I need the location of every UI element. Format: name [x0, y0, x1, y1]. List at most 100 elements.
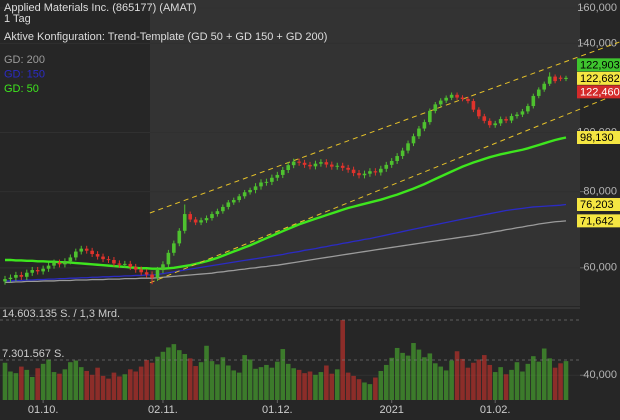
candle-body: [188, 214, 192, 220]
candle-body: [455, 94, 459, 98]
candle-body: [41, 268, 45, 272]
volume-bar: [525, 363, 531, 400]
candle-body: [395, 156, 399, 162]
candle-body: [3, 279, 7, 282]
price-label: 122,903: [580, 59, 620, 71]
volume-bar: [84, 370, 89, 400]
candle-body: [362, 173, 367, 176]
volume-bar: [531, 356, 536, 400]
volume-bar: [160, 351, 166, 400]
candle-body: [166, 252, 171, 265]
price-label: 122,460: [580, 86, 620, 98]
volume-bar: [400, 352, 405, 400]
volume-bar: [264, 364, 269, 400]
volume-bar: [383, 364, 389, 400]
volume-bar: [117, 376, 122, 400]
candle-body: [204, 218, 209, 221]
candle-body: [30, 270, 35, 273]
volume-bar: [558, 363, 563, 400]
legend-entry: GD: 50: [4, 83, 39, 95]
candle-body: [433, 104, 438, 111]
candle-body: [155, 270, 160, 278]
price-label-box: [577, 71, 620, 85]
candle-body: [428, 110, 432, 123]
volume-bar: [62, 369, 68, 400]
candle-body: [438, 100, 443, 105]
volume-bar: [204, 345, 209, 400]
x-tick-label: 01.12.: [262, 404, 293, 416]
candle-body: [357, 173, 361, 176]
candle-body: [275, 174, 280, 178]
price-label-box: [577, 85, 620, 99]
candle-body: [177, 230, 182, 244]
volume-bar: [275, 361, 280, 400]
candle-body: [542, 83, 547, 90]
volume-bar: [432, 363, 438, 400]
volume-bar: [29, 376, 35, 400]
volume-bar: [536, 361, 542, 400]
price-label-box: [577, 214, 620, 228]
candle-body: [466, 98, 470, 102]
candle-body: [199, 220, 203, 223]
volume-bar: [122, 374, 128, 400]
y-tick-label: 140,000: [577, 37, 617, 49]
price-label: 98,130: [580, 132, 614, 144]
price-label-box: [577, 197, 620, 211]
candle-body: [95, 254, 100, 257]
volume-bar: [378, 370, 384, 400]
candle-body: [101, 256, 105, 260]
volume-bar: [242, 355, 247, 400]
volume-bar: [226, 365, 231, 400]
volume-bar: [106, 378, 111, 400]
candle-body: [400, 150, 405, 157]
volume-bar: [454, 351, 460, 400]
volume-tick-label: 14.603.135 S. / 1,3 Mrd.: [2, 308, 120, 320]
candle-body: [264, 181, 269, 183]
candle-body: [471, 101, 476, 110]
volume-bar: [187, 358, 193, 400]
volume-bar: [438, 366, 444, 400]
candle-body: [128, 263, 133, 267]
volume-bar: [324, 365, 329, 400]
candle-body: [504, 119, 508, 121]
volume-bar: [367, 384, 373, 400]
volume-bar: [269, 367, 275, 400]
volume-bar: [89, 374, 95, 400]
volume-bar: [68, 362, 73, 400]
volume-bar: [296, 369, 302, 400]
legend-entry: GD: 200: [4, 54, 45, 66]
y-tick-label: 80,000: [583, 186, 617, 198]
trend-line: [149, 41, 620, 214]
volume-bar: [171, 344, 177, 400]
candle-body: [373, 171, 378, 173]
candle-body: [520, 111, 525, 115]
volume-bar: [334, 369, 340, 400]
candle-body: [237, 196, 242, 201]
candle-body: [172, 243, 176, 253]
volume-bar: [35, 368, 40, 400]
candle-body: [444, 97, 448, 101]
price-label-box: [577, 58, 620, 72]
volume-bar: [46, 359, 51, 400]
candle-body: [150, 274, 154, 278]
volume-bar: [220, 357, 226, 400]
volume-bar: [51, 372, 57, 400]
volume-bar: [307, 371, 313, 400]
candle-body: [449, 94, 454, 98]
volume-bar: [471, 362, 476, 400]
price-label: 122,682: [580, 73, 620, 85]
candle-body: [68, 257, 73, 262]
volume-bar: [356, 379, 362, 400]
candle-body: [14, 274, 18, 278]
volume-bar: [487, 364, 493, 400]
candle-body: [57, 262, 62, 265]
volume-bar: [547, 358, 552, 400]
volume-bar: [405, 355, 411, 400]
candle-body: [253, 186, 258, 190]
price-label: 76,203: [580, 199, 614, 211]
volume-bar: [253, 368, 258, 400]
candle-body: [52, 262, 56, 266]
candle-body: [335, 165, 340, 167]
